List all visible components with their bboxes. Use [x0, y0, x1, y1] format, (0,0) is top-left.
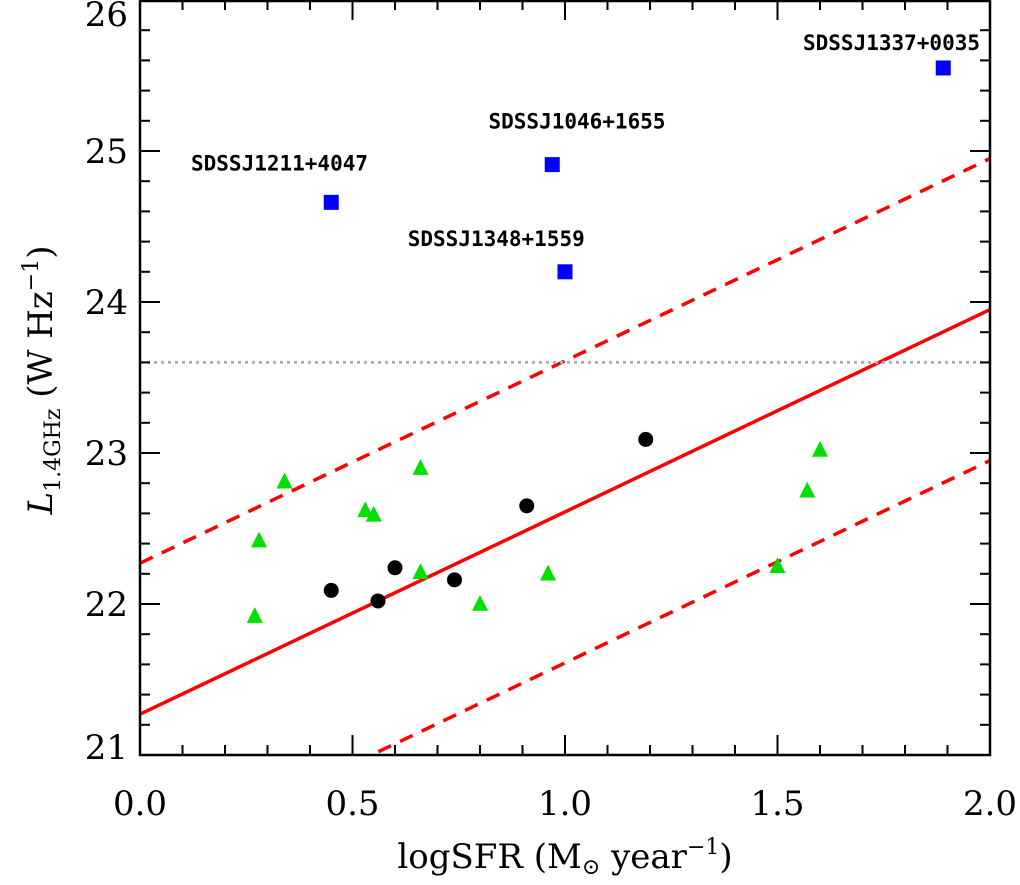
source-label: SDSSJ1348+1559: [408, 227, 585, 251]
y-axis-title-sup: −1: [19, 259, 44, 291]
line-upper-bound: [140, 156, 990, 565]
x-axis-title: logSFR (M⊙ year−1): [397, 835, 732, 880]
source-label: SDSSJ1337+0035: [803, 31, 980, 55]
circle-point: [387, 560, 403, 576]
y-axis-title: L1.4GHz (W Hz−1): [19, 245, 66, 515]
points-layer: [246, 60, 951, 623]
annotations-layer: SDSSJ1337+0035 SDSSJ1046+1655 SDSSJ1211+40…: [191, 31, 980, 251]
triangle-point: [357, 501, 374, 518]
y-axis-title-main: (W Hz: [21, 291, 61, 408]
triangle-point: [540, 564, 556, 581]
triangle-point: [276, 472, 293, 489]
x-axis-title-rest: year: [600, 837, 687, 877]
x-tick-label: 0.0: [113, 784, 167, 824]
y-tick-label: 24: [85, 283, 128, 323]
triangle-point: [812, 440, 828, 457]
x-tick-label: 1.5: [750, 784, 804, 824]
x-axis-title-sub: ⊙: [582, 855, 600, 880]
lines-layer: [140, 156, 990, 755]
y-axis-title-sub: 1.4GHz: [41, 409, 66, 492]
square-point: [935, 60, 951, 76]
source-label: SDSSJ1046+1655: [489, 109, 666, 133]
circle-point: [323, 582, 339, 598]
circle-point: [447, 572, 462, 588]
y-tick-label: 23: [85, 434, 128, 474]
x-axis-title-close: ): [719, 837, 732, 877]
y-tick-label: 21: [85, 728, 128, 768]
triangle-point: [472, 595, 488, 611]
circle-point: [638, 431, 654, 447]
triangle-point: [799, 481, 816, 498]
triangle-point: [365, 505, 382, 522]
circle-point: [370, 593, 386, 609]
x-tick-label: 2.0: [963, 784, 1017, 824]
x-tick-label: 0.5: [325, 784, 379, 824]
y-tick-label: 22: [85, 585, 128, 625]
y-axis-title-italic: L: [21, 492, 61, 516]
triangle-point: [412, 563, 429, 580]
source-label: SDSSJ1211+4047: [191, 152, 368, 176]
square-point: [323, 194, 339, 210]
square-point: [544, 157, 560, 173]
x-axis-title-main: logSFR (M: [397, 837, 581, 877]
axes-layer: [138, 0, 992, 757]
triangle-point: [251, 531, 267, 548]
labels-layer: 0.0 0.5 1.0 1.5 2.0 21 22 23 24 25 26 logSFR (M⊙ ye…: [19, 0, 1017, 880]
square-point: [557, 264, 573, 280]
circle-point: [519, 498, 535, 514]
y-axis-title-close: ): [21, 245, 61, 258]
y-tick-label: 26: [85, 0, 128, 35]
triangle-point: [412, 459, 429, 475]
triangle-point: [769, 557, 786, 573]
line-relation: [140, 307, 990, 716]
y-tick-label: 25: [85, 132, 128, 172]
triangle-point: [246, 607, 263, 623]
x-tick-label: 1.0: [538, 784, 592, 824]
x-axis-title-sup: −1: [687, 835, 719, 860]
